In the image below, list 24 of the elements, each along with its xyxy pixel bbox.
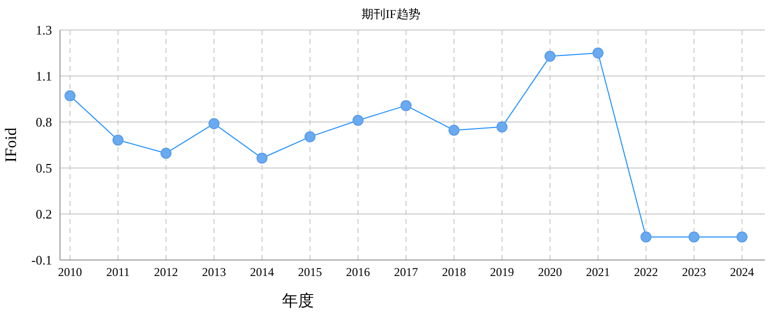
x-tick-label: 2015 bbox=[298, 265, 322, 279]
x-tick-label: 2019 bbox=[490, 265, 514, 279]
y-axis-title: IFoid bbox=[3, 128, 20, 162]
x-tick-label: 2012 bbox=[154, 265, 178, 279]
x-tick-label: 2022 bbox=[634, 265, 658, 279]
x-tick-label: 2013 bbox=[202, 265, 226, 279]
x-axis-title: 年度 bbox=[282, 292, 314, 310]
y-tick-label: 1.1 bbox=[36, 68, 52, 84]
x-tick-label: 2020 bbox=[538, 265, 562, 279]
y-tick-label: -0.1 bbox=[31, 252, 52, 268]
x-tick-label: 2011 bbox=[106, 265, 130, 279]
x-tick-label: 2023 bbox=[682, 265, 706, 279]
x-tick-label: 2016 bbox=[346, 265, 370, 279]
x-tick-label: 2014 bbox=[250, 265, 274, 279]
chart-title: 期刊IF趋势 bbox=[362, 7, 420, 21]
x-tick-label: 2024 bbox=[730, 265, 754, 279]
x-tick-label: 2010 bbox=[58, 265, 82, 279]
x-tick-label: 2018 bbox=[442, 265, 466, 279]
y-tick-label: 0.8 bbox=[36, 114, 52, 130]
y-tick-label: 0.2 bbox=[36, 206, 52, 222]
x-tick-label: 2021 bbox=[586, 265, 610, 279]
x-tick-label: 2017 bbox=[394, 265, 418, 279]
y-tick-label: 0.5 bbox=[36, 160, 52, 176]
y-tick-label: 1.3 bbox=[36, 22, 52, 38]
